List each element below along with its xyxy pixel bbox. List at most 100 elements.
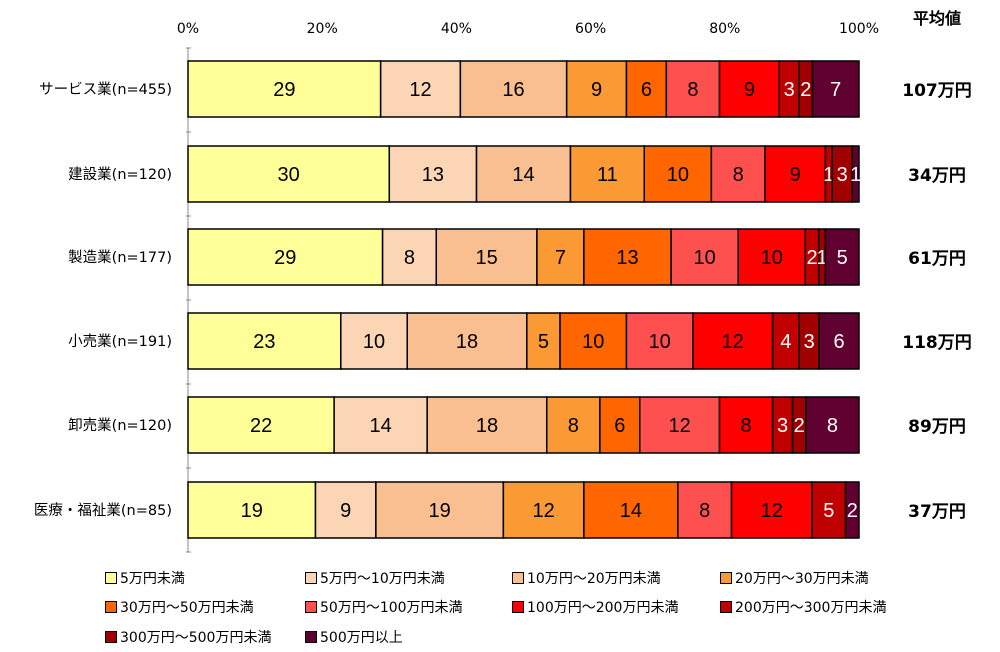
bar-segment: [811, 60, 860, 118]
data-label: 10: [582, 331, 604, 353]
data-label: 29: [274, 247, 296, 269]
data-label: 3: [804, 331, 815, 353]
data-label: 14: [370, 415, 392, 437]
data-label: 12: [722, 331, 744, 353]
bar-segment: [340, 312, 408, 370]
bar-segment: [187, 481, 317, 539]
data-label: 7: [830, 79, 841, 101]
data-label: 11: [597, 164, 618, 186]
bar-segment: [187, 396, 335, 454]
bar-segment: [502, 481, 585, 539]
average-value: 37万円: [908, 502, 966, 522]
category-label: 医療・福祉業(n=85): [34, 502, 172, 519]
data-label: 12: [533, 500, 555, 522]
data-label: 18: [456, 331, 478, 353]
data-label: 5: [823, 500, 834, 522]
data-label: 8: [740, 415, 751, 437]
data-label: 1: [817, 247, 828, 269]
data-label: 1: [850, 164, 861, 186]
category-label: 小売業(n=191): [68, 333, 172, 350]
bar-segment: [730, 481, 813, 539]
x-tick-label: 20%: [307, 21, 338, 37]
data-label: 3: [784, 79, 795, 101]
data-label: 9: [790, 164, 801, 186]
bar-segment: [187, 228, 384, 286]
x-tick-label: 60%: [575, 21, 606, 37]
bar-segment: [718, 60, 781, 118]
data-label: 3: [837, 164, 848, 186]
bar-segment: [818, 312, 860, 370]
bar-segment: [677, 481, 733, 539]
data-label: 10: [694, 247, 716, 269]
bar-segment: [475, 145, 572, 203]
data-label: 8: [699, 500, 710, 522]
data-label: 8: [733, 164, 744, 186]
data-label: 10: [363, 331, 385, 353]
bar-segment: [435, 228, 538, 286]
bar-segment: [314, 481, 377, 539]
data-label: 4: [780, 331, 791, 353]
bar-segment: [844, 481, 860, 539]
data-label: 16: [502, 79, 524, 101]
average-value: 89万円: [908, 417, 966, 437]
bar-segment: [583, 481, 679, 539]
bar-segment: [665, 60, 721, 118]
data-label: 8: [827, 415, 838, 437]
bar-segment: [559, 312, 628, 370]
bar-segment: [536, 228, 585, 286]
bar-segment: [851, 145, 860, 203]
x-tick-label: 80%: [709, 21, 740, 37]
data-label: 13: [422, 164, 444, 186]
average-value: 34万円: [908, 166, 966, 186]
data-label: 5: [538, 331, 549, 353]
data-label: 10: [649, 331, 671, 353]
data-label: 23: [253, 331, 275, 353]
data-label: 9: [591, 79, 602, 101]
data-label: 1: [823, 164, 834, 186]
average-value: 61万円: [908, 249, 966, 269]
data-label: 19: [429, 500, 451, 522]
bar-segment: [569, 145, 646, 203]
data-label: 14: [512, 164, 534, 186]
category-label: 製造業(n=177): [68, 249, 172, 266]
x-tick-label: 0%: [177, 21, 199, 37]
bar-segment: [737, 228, 807, 286]
data-label: 30: [278, 164, 300, 186]
average-value: 118万円: [902, 333, 972, 353]
bar-segment: [379, 60, 462, 118]
bar-segment: [771, 312, 800, 370]
x-tick-label: 100%: [839, 21, 879, 37]
data-label: 13: [616, 247, 638, 269]
bar-segment: [764, 145, 827, 203]
data-label: 14: [620, 500, 642, 522]
data-label: 2: [806, 247, 817, 269]
data-label: 22: [250, 415, 272, 437]
x-tick-label: 40%: [441, 21, 472, 37]
data-label: 29: [273, 79, 295, 101]
bar-segment: [583, 228, 672, 286]
data-label: 6: [641, 79, 652, 101]
bar-segment: [805, 396, 860, 454]
bar-segment: [599, 396, 641, 454]
data-label: 10: [761, 247, 783, 269]
bar-segment: [643, 145, 713, 203]
bar-segment: [388, 145, 478, 203]
bar-segment: [187, 60, 382, 118]
data-label: 6: [834, 331, 845, 353]
data-label: 9: [340, 500, 351, 522]
category-label: 建設業(n=120): [68, 166, 172, 183]
data-label: 8: [568, 415, 579, 437]
category-label: 卸売業(n=120): [68, 417, 172, 434]
bar-segment: [710, 145, 766, 203]
data-label: 8: [687, 79, 698, 101]
bar-segment: [187, 145, 391, 203]
bar-segment: [718, 396, 774, 454]
category-label: サービス業(n=455): [39, 81, 172, 98]
data-label: 6: [614, 415, 625, 437]
data-label: 19: [241, 500, 263, 522]
average-value: 107万円: [902, 81, 972, 101]
data-label: 10: [667, 164, 689, 186]
data-label: 15: [475, 247, 497, 269]
bar-segment: [639, 396, 721, 454]
